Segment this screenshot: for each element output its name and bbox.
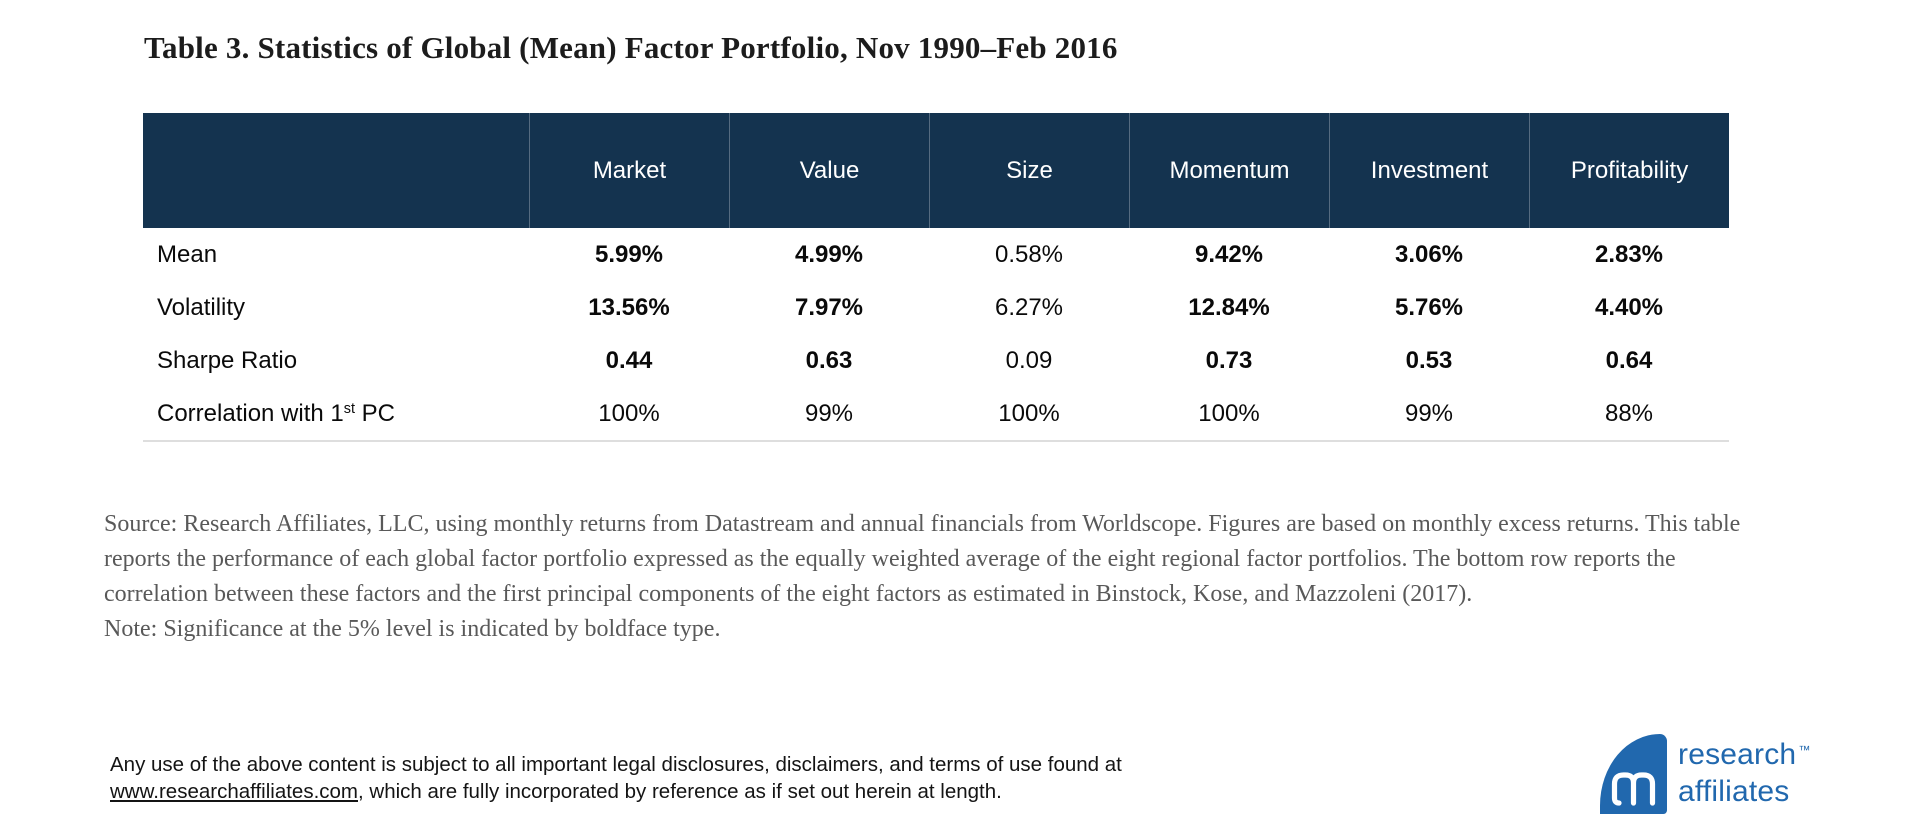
page-title: Table 3. Statistics of Global (Mean) Fac… xyxy=(144,30,1118,65)
research-affiliates-logo: research ™ affiliates xyxy=(1600,734,1811,814)
header-cell-momentum: Momentum xyxy=(1129,113,1329,228)
logo-wordmark: research ™ affiliates xyxy=(1678,738,1811,808)
significance-note: Note: Significance at the 5% level is in… xyxy=(104,616,721,642)
table-row-correlation-pc1: Correlation with 1st PC 100% 99% 100% 10… xyxy=(143,387,1729,440)
header-cell-market: Market xyxy=(529,113,729,228)
ra-monogram-icon xyxy=(1611,772,1656,806)
trademark-symbol: ™ xyxy=(1798,742,1811,757)
table-cell: 0.63 xyxy=(805,346,853,374)
row-label: Mean xyxy=(157,240,218,268)
row-label: Sharpe Ratio xyxy=(157,346,298,374)
row-label: Volatility xyxy=(157,293,246,321)
header-cell-empty xyxy=(143,113,529,228)
table-cell: 99% xyxy=(804,399,854,427)
table-cell: 5.76% xyxy=(1394,293,1464,321)
ra-logo-mark-icon xyxy=(1600,734,1667,814)
legal-disclaimer: Any use of the above content is subject … xyxy=(110,753,1122,803)
table-cell: 9.42% xyxy=(1194,240,1264,268)
table-cell: 0.44 xyxy=(605,346,653,374)
header-cell-size: Size xyxy=(929,113,1129,228)
table-row-volatility: Volatility 13.56% 7.97% 6.27% 12.84% 5.7… xyxy=(143,281,1729,334)
factor-statistics-table: Market Value Size Momentum Investment Pr… xyxy=(143,113,1729,442)
table-cell: 6.27% xyxy=(994,293,1064,321)
table-cell: 99% xyxy=(1404,399,1454,427)
superscript-st: st xyxy=(343,401,355,418)
table-cell: 0.73 xyxy=(1205,346,1253,374)
table-cell: 0.53 xyxy=(1405,346,1453,374)
table-cell: 88% xyxy=(1604,399,1654,427)
table-cell: 100% xyxy=(1198,399,1260,427)
table-cell: 100% xyxy=(598,399,660,427)
table-cell: 5.99% xyxy=(594,240,664,268)
header-cell-value: Value xyxy=(729,113,929,228)
source-note: Source: Research Affiliates, LLC, using … xyxy=(104,511,1741,607)
table-cell: 2.83% xyxy=(1594,240,1664,268)
table-row-sharpe-ratio: Sharpe Ratio 0.44 0.63 0.09 0.73 0.53 0.… xyxy=(143,334,1729,387)
footnotes: Source: Research Affiliates, LLC, using … xyxy=(104,507,1750,647)
header-cell-investment: Investment xyxy=(1329,113,1529,228)
table-header-row: Market Value Size Momentum Investment Pr… xyxy=(143,113,1729,228)
table-cell: 0.58% xyxy=(994,240,1064,268)
researchaffiliates-link[interactable]: www.researchaffiliates.com xyxy=(110,780,358,803)
header-cell-profitability: Profitability xyxy=(1529,113,1729,228)
table-cell: 12.84% xyxy=(1188,293,1270,321)
table-body: Mean 5.99% 4.99% 0.58% 9.42% 3.06% 2.83%… xyxy=(143,228,1729,442)
row-label: Correlation with 1st PC xyxy=(157,399,395,427)
table-cell: 13.56% xyxy=(588,293,670,321)
table-cell: 0.64 xyxy=(1605,346,1653,374)
table-cell: 100% xyxy=(998,399,1060,427)
table-cell: 0.09 xyxy=(1005,346,1053,374)
table-row-mean: Mean 5.99% 4.99% 0.58% 9.42% 3.06% 2.83% xyxy=(143,228,1729,281)
table-cell: 4.99% xyxy=(794,240,864,268)
table-cell: 7.97% xyxy=(794,293,864,321)
table-cell: 4.40% xyxy=(1594,293,1664,321)
table-cell: 3.06% xyxy=(1394,240,1464,268)
